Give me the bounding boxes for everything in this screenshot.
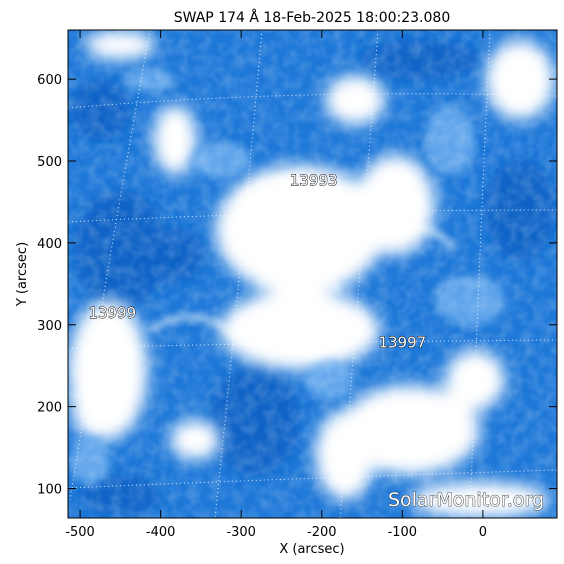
- heliographic-grid: [68, 30, 557, 518]
- x-axis-label: X (arcsec): [279, 542, 344, 557]
- solar-euv-image: [68, 30, 557, 518]
- y-tick-label: 100: [37, 483, 62, 498]
- y-tick-label: 500: [37, 155, 62, 170]
- y-axis-label: Y (arcsec): [15, 242, 30, 307]
- x-tick-label: -100: [388, 525, 418, 540]
- x-tick-label: 0: [479, 525, 487, 540]
- y-tick-label: 200: [37, 401, 62, 416]
- grid-line: [469, 30, 491, 518]
- grid-line: [69, 30, 151, 501]
- grid-line: [214, 30, 263, 518]
- grid-line: [68, 93, 557, 109]
- grid-line: [68, 209, 557, 223]
- y-tick-label: 300: [37, 319, 62, 334]
- texture-overlay: [68, 30, 557, 518]
- solarmonitor-watermark: SolarMonitor.org: [388, 489, 544, 511]
- y-tick-label: 600: [37, 73, 62, 88]
- active-region-label: 13997: [378, 334, 426, 352]
- y-tick-labels: 100 200 300 400 500 600: [37, 73, 62, 497]
- chart-title: SWAP 174 Å 18-Feb-2025 18:00:23.080: [174, 9, 450, 26]
- x-tick-label: -500: [65, 525, 95, 540]
- x-tick-label: -200: [307, 525, 337, 540]
- grid-line: [68, 469, 557, 489]
- grid-line: [339, 30, 379, 518]
- grid-line: [68, 339, 557, 349]
- x-tick-labels: -500 -400 -300 -200 -100 0: [65, 525, 487, 540]
- active-region-label: 13993: [290, 172, 338, 190]
- x-tick-label: -300: [226, 525, 256, 540]
- active-region-label: 13999: [88, 304, 136, 322]
- active-region-labels: 13993 13999 13997: [88, 171, 427, 352]
- axis-ticks: [68, 30, 557, 518]
- x-tick-label: -400: [146, 525, 176, 540]
- plot-frame: [67, 29, 558, 519]
- y-tick-label: 400: [37, 237, 62, 252]
